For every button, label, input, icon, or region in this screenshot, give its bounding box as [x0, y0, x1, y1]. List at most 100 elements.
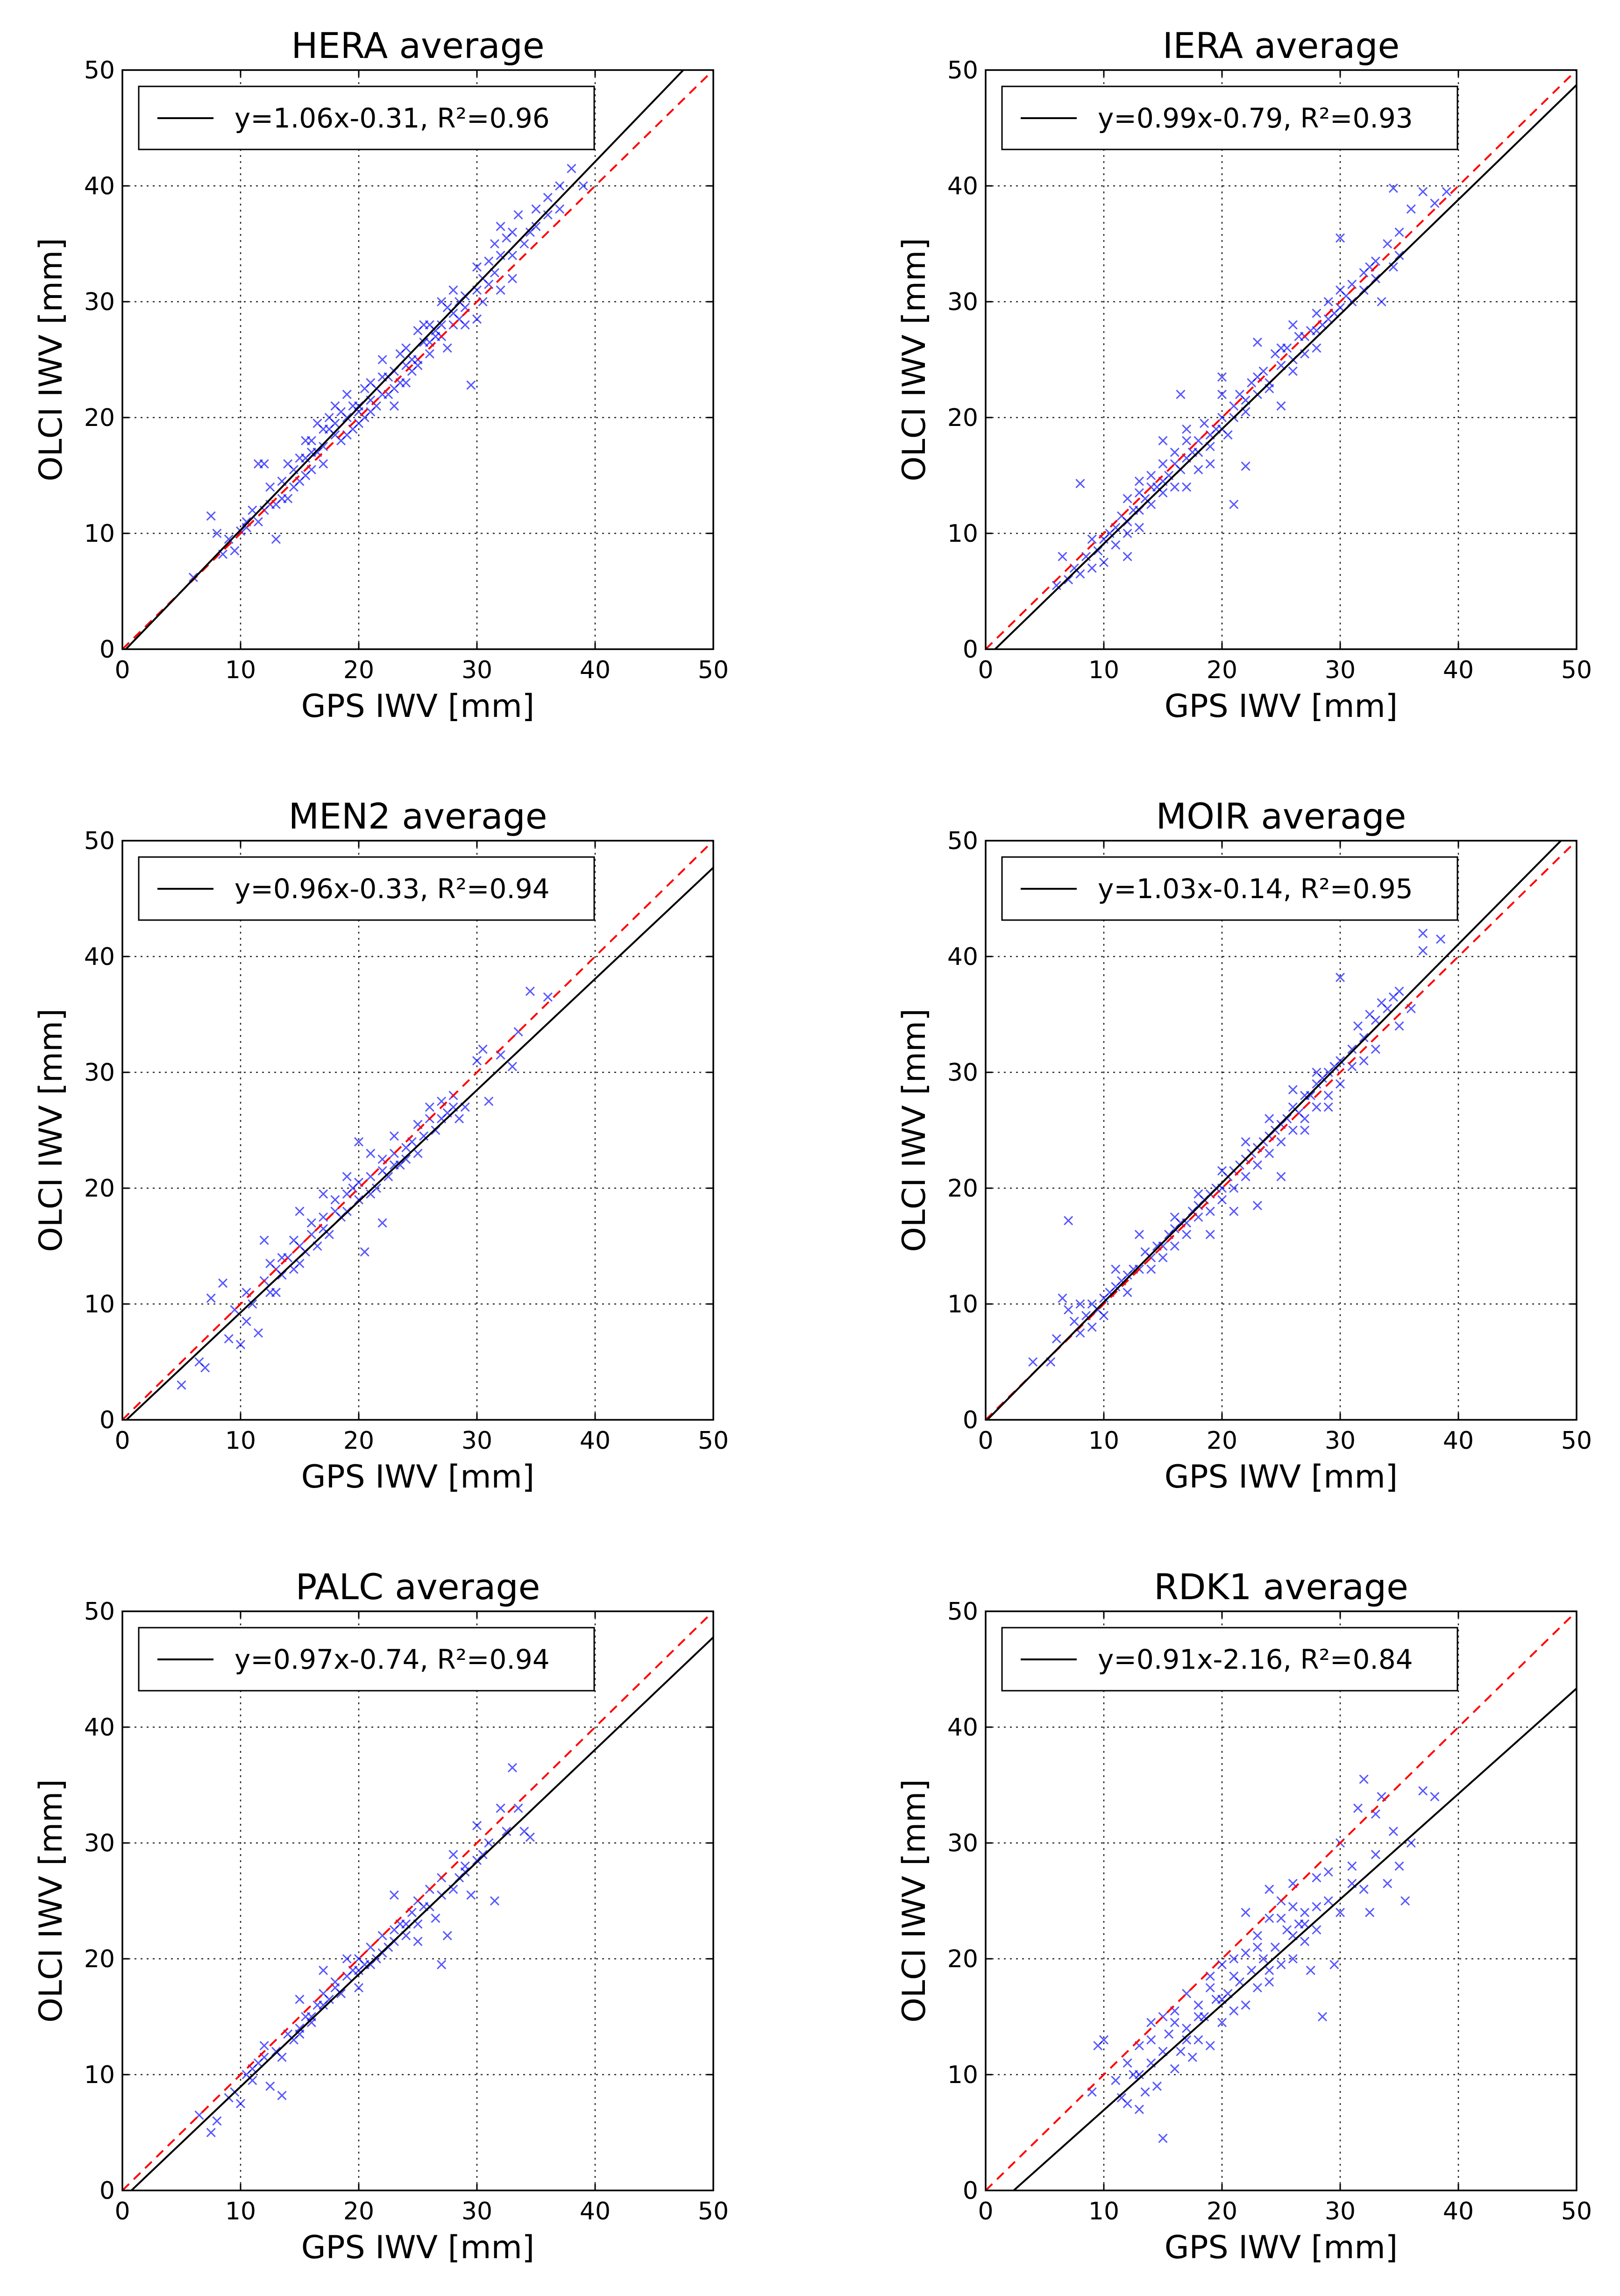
- x-tick-label: 50: [698, 2197, 729, 2225]
- data-point: [1146, 2018, 1156, 2027]
- data-point: [466, 380, 476, 390]
- data-point: [578, 181, 588, 191]
- data-point: [413, 1148, 423, 1158]
- x-tick-label: 20: [343, 1427, 374, 1455]
- data-point: [484, 1096, 494, 1106]
- data-point: [472, 314, 482, 324]
- data-point: [212, 2116, 222, 2126]
- data-point: [1182, 2035, 1192, 2045]
- data-point: [496, 1803, 505, 1813]
- x-tick-label: 30: [462, 2197, 492, 2225]
- data-point: [1170, 1241, 1179, 1251]
- one-to-one-line: [986, 1611, 1577, 2190]
- data-point: [431, 1913, 441, 1923]
- data-point: [1353, 1803, 1363, 1813]
- data-point: [496, 250, 505, 260]
- x-tick-label: 20: [1207, 2197, 1237, 2225]
- data-point: [1442, 187, 1451, 197]
- data-point: [1241, 1907, 1251, 1917]
- data-point: [336, 407, 346, 417]
- data-point: [354, 1195, 364, 1205]
- data-point: [1123, 2098, 1132, 2109]
- plot-frame: [121, 840, 714, 1421]
- data-point: [1123, 1288, 1132, 1297]
- data-point: [1176, 390, 1186, 399]
- legend-box: [1001, 856, 1458, 921]
- data-point: [1394, 986, 1404, 996]
- data-point: [1276, 1137, 1286, 1147]
- data-point: [319, 1189, 328, 1199]
- data-point: [1276, 1913, 1286, 1923]
- x-tick-label: 50: [1561, 1427, 1592, 1455]
- plot-frame: [985, 69, 1577, 650]
- data-point: [1229, 1183, 1239, 1193]
- data-point: [1134, 488, 1144, 498]
- data-point: [1176, 2047, 1186, 2056]
- data-point: [531, 204, 541, 214]
- data-point: [1388, 183, 1398, 193]
- data-point: [1383, 239, 1393, 249]
- y-tick-label: 10: [84, 1290, 115, 1318]
- data-point: [271, 534, 281, 544]
- data-point: [1123, 494, 1132, 503]
- x-tick-label: 20: [1207, 1427, 1237, 1455]
- data-point: [1323, 1091, 1333, 1100]
- data-point: [425, 1102, 434, 1112]
- data-point: [330, 418, 340, 428]
- data-point: [277, 494, 287, 503]
- y-tick-label: 10: [947, 2061, 978, 2089]
- data-point: [1146, 1264, 1156, 1274]
- data-point: [1134, 2105, 1144, 2114]
- data-point: [1329, 1960, 1339, 1970]
- y-tick-label: 30: [84, 288, 115, 316]
- data-point: [1182, 436, 1192, 446]
- data-point: [531, 221, 541, 231]
- y-tick-label: 0: [99, 636, 115, 664]
- y-tick-label: 50: [84, 1598, 115, 1626]
- data-point: [413, 361, 423, 370]
- data-point: [1353, 1021, 1363, 1031]
- data-point: [1312, 1873, 1322, 1883]
- data-point: [1140, 2087, 1150, 2097]
- data-point: [1418, 187, 1428, 197]
- chart-title: RDK1 average: [1154, 1566, 1408, 1608]
- data-point: [1134, 2069, 1144, 2080]
- data-point: [366, 1189, 376, 1199]
- data-point: [472, 1056, 482, 1066]
- data-point: [389, 1131, 399, 1141]
- x-tick-label: 40: [580, 2197, 611, 2225]
- legend-box: [138, 1627, 595, 1692]
- data-point: [253, 1328, 263, 1338]
- data-point: [265, 482, 275, 492]
- y-tick-label: 0: [963, 1406, 978, 1434]
- legend-label: y=0.99x-0.79, R²=0.93: [1098, 102, 1413, 134]
- x-tick-label: 40: [1443, 2197, 1474, 2225]
- data-point: [1229, 499, 1239, 510]
- data-point: [1265, 1977, 1274, 1987]
- data-point: [1258, 1954, 1268, 1964]
- scatter-panel-2: 0 10 20 30 40 50 0 10 20 30 40 50 IERA average GPS IW…: [896, 25, 1592, 725]
- data-point: [1300, 1936, 1310, 1946]
- data-point: [1270, 1942, 1280, 1952]
- x-axis-label: GPS IWV [mm]: [1165, 688, 1398, 725]
- data-point: [1371, 1015, 1380, 1025]
- data-point: [1371, 274, 1380, 283]
- data-point: [1052, 581, 1061, 590]
- y-tick-label: 20: [947, 1945, 978, 1973]
- data-point: [466, 1890, 476, 1900]
- data-point: [1194, 1189, 1203, 1199]
- data-point: [543, 992, 553, 1002]
- data-point: [271, 1288, 281, 1297]
- data-point: [1435, 934, 1446, 944]
- data-point: [496, 221, 505, 231]
- data-point: [472, 262, 482, 272]
- x-tick-label: 50: [698, 656, 729, 684]
- data-point: [342, 1954, 352, 1964]
- legend-box: [1001, 85, 1458, 150]
- x-tick-label: 30: [1325, 2197, 1356, 2225]
- data-point: [484, 256, 494, 266]
- data-point: [289, 482, 298, 492]
- data-point: [490, 239, 500, 249]
- data-point: [507, 1062, 517, 1071]
- x-tick-label: 0: [114, 2197, 130, 2225]
